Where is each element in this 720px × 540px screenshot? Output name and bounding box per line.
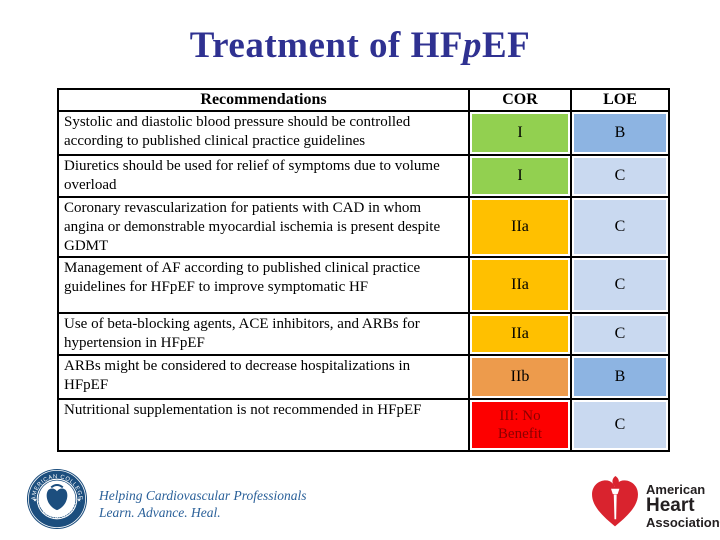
table-row: Management of AF according to published … — [57, 256, 670, 314]
loe-value: B — [570, 110, 670, 156]
aha-line-association: Association® — [646, 515, 720, 531]
table-row: Systolic and diastolic blood pressure sh… — [57, 110, 670, 156]
cor-value: I — [468, 154, 572, 198]
cor-value: III: No Benefit — [468, 398, 572, 452]
header-recommendations: Recommendations — [57, 88, 470, 112]
cor-value: IIa — [468, 312, 572, 356]
svg-text:★: ★ — [77, 497, 82, 503]
table-row: Use of beta-blocking agents, ACE inhibit… — [57, 312, 670, 356]
table-row: Coronary revascularization for patients … — [57, 196, 670, 258]
acc-logo-icon: AMERICAN COLLEGE OF CARDIOLOGY ★ ★ — [26, 468, 88, 530]
recommendation-text: Management of AF according to published … — [57, 256, 470, 314]
aha-line-american: American — [646, 482, 706, 497]
table-header-row: Recommendations COR LOE — [57, 88, 670, 112]
loe-value: B — [570, 354, 670, 400]
cor-value: IIa — [468, 196, 572, 258]
cor-value: IIa — [468, 256, 572, 314]
cor-value: IIb — [468, 354, 572, 400]
table-row: Nutritional supplementation is not recom… — [57, 398, 670, 452]
recommendation-text: Use of beta-blocking agents, ACE inhibit… — [57, 312, 470, 356]
title-italic-p: p — [463, 25, 482, 66]
aha-heart-torch-icon — [592, 476, 638, 527]
cor-value: I — [468, 110, 572, 156]
recommendation-text: Coronary revascularization for patients … — [57, 196, 470, 258]
loe-value: C — [570, 256, 670, 314]
acc-tagline-line1: Helping Cardiovascular Professionals — [99, 488, 307, 503]
recommendation-text: ARBs might be considered to decrease hos… — [57, 354, 470, 400]
header-loe: LOE — [570, 88, 670, 112]
acc-tagline: Helping Cardiovascular Professionals Lea… — [99, 487, 307, 521]
aha-wordmark: American Heart Association® — [646, 483, 720, 531]
loe-value: C — [570, 312, 670, 356]
page-title: Treatment of HFpEF — [0, 24, 720, 67]
table-row: ARBs might be considered to decrease hos… — [57, 354, 670, 400]
recommendation-text: Diuretics should be used for relief of s… — [57, 154, 470, 198]
recommendation-text: Nutritional supplementation is not recom… — [57, 398, 470, 452]
header-cor: COR — [468, 88, 572, 112]
table-row: Diuretics should be used for relief of s… — [57, 154, 670, 198]
aha-line-heart: Heart — [646, 495, 695, 516]
loe-value: C — [570, 196, 670, 258]
recommendation-text: Systolic and diastolic blood pressure sh… — [57, 110, 470, 156]
acc-tagline-line2: Learn. Advance. Heal. — [99, 505, 221, 520]
svg-text:★: ★ — [33, 497, 38, 503]
title-part: Treatment of HF — [189, 25, 463, 66]
recommendations-table: Recommendations COR LOE Systolic and dia… — [57, 88, 670, 452]
title-part: EF — [482, 25, 531, 66]
loe-value: C — [570, 154, 670, 198]
loe-value: C — [570, 398, 670, 452]
